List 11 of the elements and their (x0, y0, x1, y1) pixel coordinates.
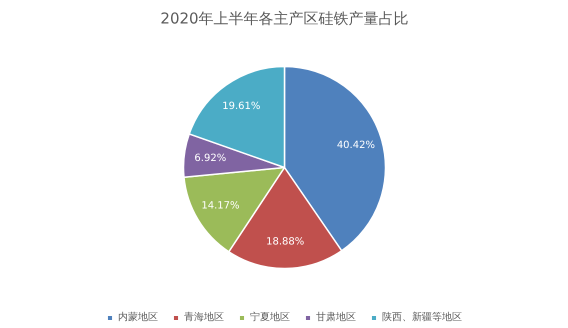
data-label: 18.88% (266, 236, 304, 248)
legend-label: 甘肃地区 (316, 310, 356, 324)
legend-label: 宁夏地区 (250, 310, 290, 324)
data-label: 14.17% (201, 200, 240, 212)
chart-title: 2020年上半年各主产区硅铁产量占比 (160, 10, 409, 28)
data-label: 6.92% (194, 152, 226, 164)
legend-label: 陕西、新疆等地区 (382, 310, 462, 324)
data-label: 19.61% (222, 101, 260, 112)
data-label: 40.42% (336, 140, 375, 151)
legend-label: 青海地区 (184, 310, 224, 324)
legend-label: 内蒙地区 (118, 310, 158, 324)
